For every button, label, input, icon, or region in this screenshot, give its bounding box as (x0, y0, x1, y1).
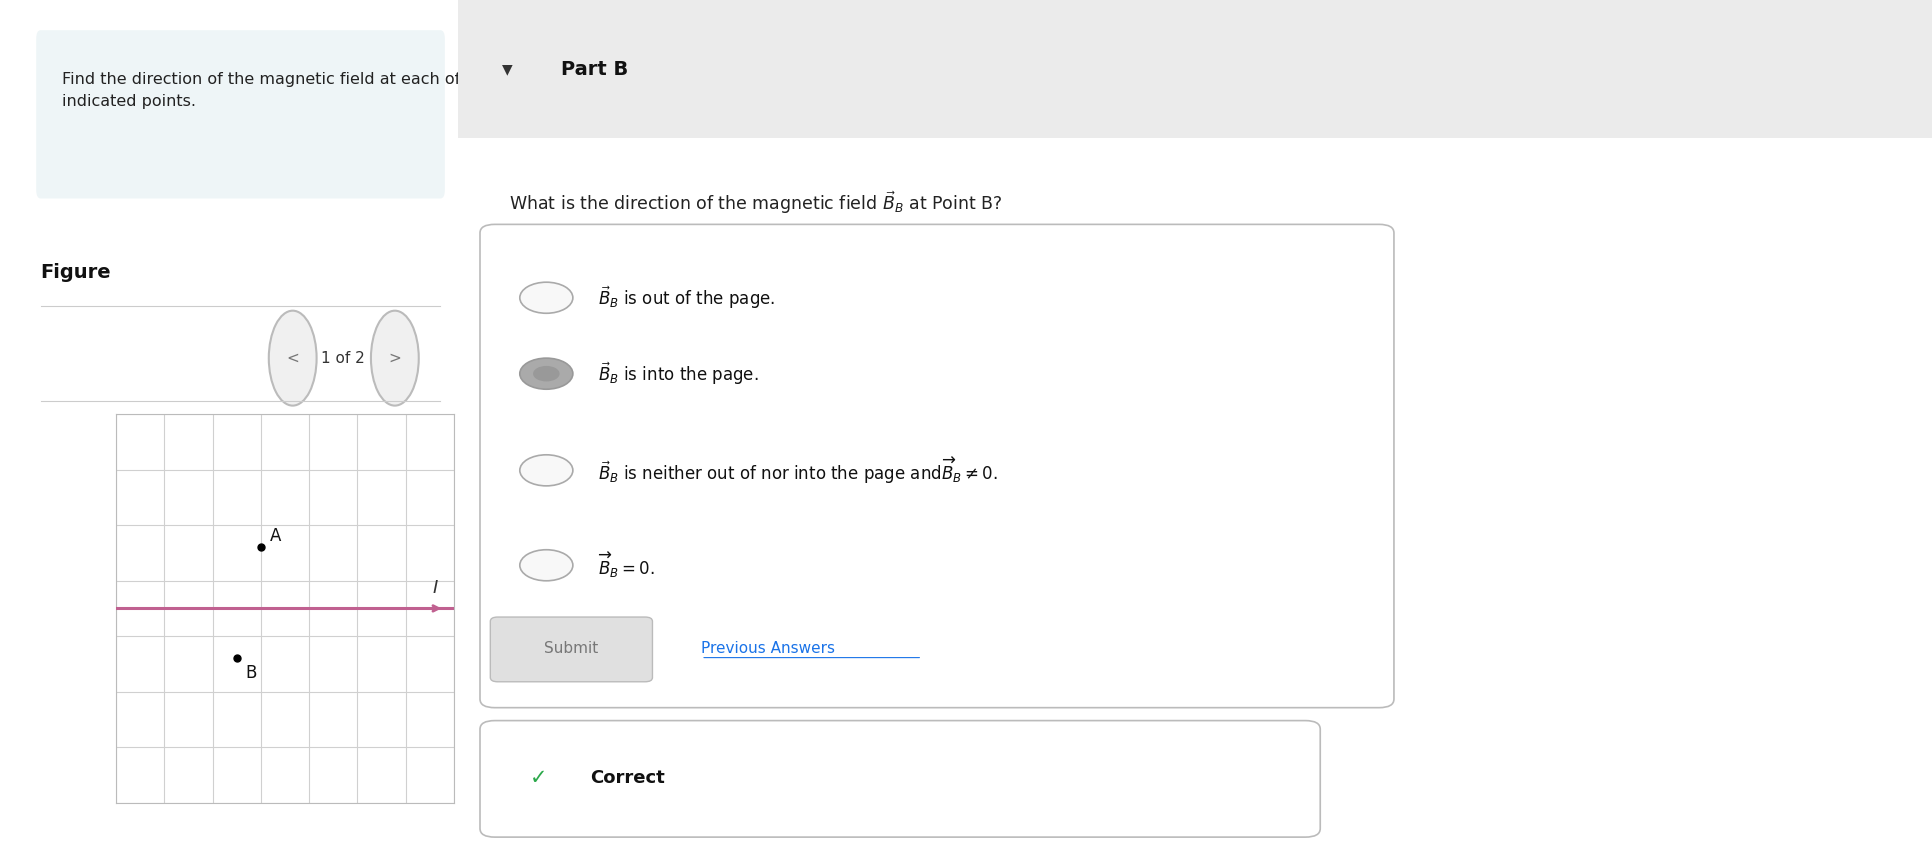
Circle shape (520, 550, 574, 581)
Circle shape (520, 358, 574, 389)
Text: Correct: Correct (591, 770, 665, 787)
Text: 1 of 2: 1 of 2 (321, 350, 365, 366)
Text: >: > (388, 350, 402, 366)
Circle shape (520, 282, 574, 313)
FancyBboxPatch shape (479, 224, 1395, 708)
Text: <: < (286, 350, 299, 366)
FancyBboxPatch shape (479, 721, 1320, 837)
Text: $\overrightarrow{B}_B = 0$.: $\overrightarrow{B}_B = 0$. (597, 551, 655, 580)
FancyBboxPatch shape (491, 617, 653, 682)
Text: ▼: ▼ (502, 62, 512, 76)
Circle shape (371, 311, 419, 406)
Text: I: I (433, 579, 437, 597)
Text: $\vec{B}_B$ is out of the page.: $\vec{B}_B$ is out of the page. (597, 285, 775, 311)
Text: Previous Answers: Previous Answers (701, 641, 835, 657)
FancyBboxPatch shape (37, 30, 444, 198)
Text: Figure: Figure (41, 263, 112, 282)
Circle shape (533, 366, 560, 381)
FancyBboxPatch shape (458, 0, 1932, 138)
Circle shape (520, 455, 574, 486)
Text: Find the direction of the magnetic field at each of the
indicated points.: Find the direction of the magnetic field… (62, 72, 493, 109)
Text: $\vec{B}_B$ is into the page.: $\vec{B}_B$ is into the page. (597, 361, 759, 387)
Text: A: A (269, 526, 280, 545)
Text: What is the direction of the magnetic field $\vec{B}_B$ at Point B?: What is the direction of the magnetic fi… (510, 190, 1003, 216)
Text: Part B: Part B (560, 60, 628, 79)
Text: Submit: Submit (545, 641, 599, 657)
Text: B: B (245, 664, 257, 682)
Circle shape (269, 311, 317, 406)
Text: ✓: ✓ (529, 768, 547, 789)
Text: $\vec{B}_B$ is neither out of nor into the page and$\overrightarrow{B}_B \neq 0$: $\vec{B}_B$ is neither out of nor into t… (597, 455, 997, 486)
